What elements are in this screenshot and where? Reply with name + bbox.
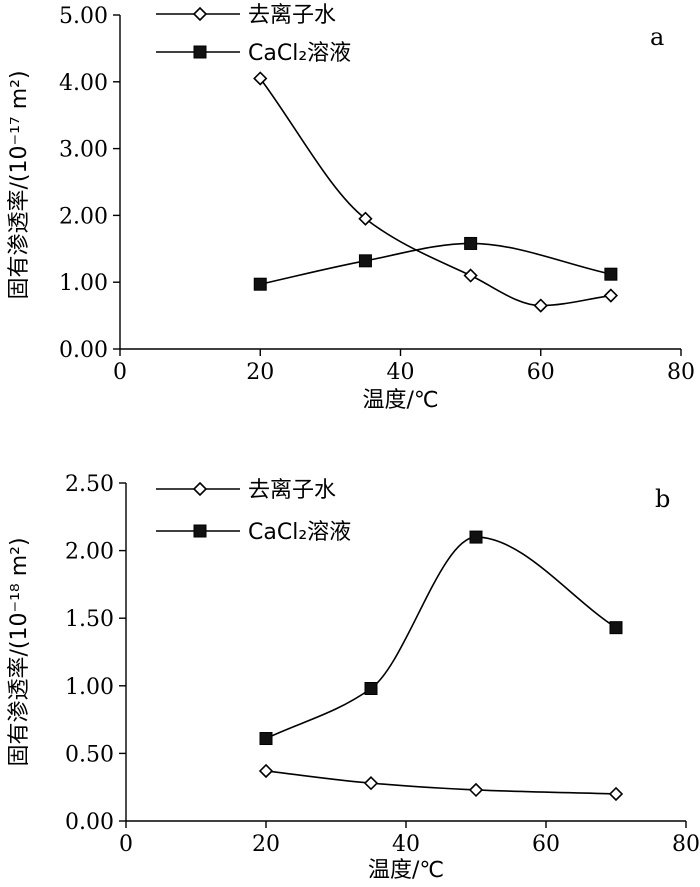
y-tick-label: 0.00 — [65, 810, 114, 835]
x-tick-label: 80 — [672, 832, 700, 857]
y-tick-label: 1.00 — [59, 271, 108, 296]
data-point-diamond — [358, 211, 373, 226]
legend-label: CaCl₂溶液 — [248, 41, 351, 66]
y-tick-label: 0.50 — [65, 742, 114, 767]
panel-label: b — [655, 485, 670, 513]
legend-square-marker — [193, 45, 207, 59]
data-point-diamond — [463, 268, 478, 283]
y-tick-label: 4.00 — [59, 71, 108, 96]
legend-label: CaCl₂溶液 — [248, 520, 351, 545]
chart-panel-b: 0.00 0.50 1.00 1.50 2.00 2.50 0 20 40 60 80 温度/℃ 固有渗… — [7, 472, 700, 883]
series-line — [259, 77, 611, 307]
y-tick-label: 3.00 — [59, 138, 108, 163]
legend-label: 去离子水 — [248, 478, 336, 503]
data-point-square — [259, 732, 273, 746]
data-point-square — [364, 682, 378, 696]
data-point-square — [253, 277, 267, 291]
series-cacl2-solution — [259, 530, 623, 746]
series-deionized-water — [253, 71, 619, 313]
legend-entry: 去离子水 — [156, 478, 336, 503]
data-point-diamond — [468, 782, 484, 798]
legend-entry: CaCl₂溶液 — [156, 520, 351, 545]
panel-label: a — [650, 23, 664, 51]
x-tick-label: 60 — [527, 360, 555, 385]
data-point-square — [609, 621, 623, 635]
data-point-diamond — [258, 763, 274, 779]
data-point-square — [604, 267, 618, 281]
legend-square-marker — [193, 524, 207, 538]
x-tick-label: 40 — [387, 360, 415, 385]
chart-panel-a: 0.00 1.00 2.00 3.00 4.00 5.00 0 20 40 60 80 温度/℃ 固有渗… — [7, 3, 695, 413]
x-axis-title: 温度/℃ — [368, 858, 444, 883]
data-point-diamond — [253, 71, 268, 86]
legend-diamond-marker — [192, 6, 208, 22]
data-point-diamond — [363, 776, 379, 791]
data-point-square — [469, 530, 483, 544]
y-tick-label: 5.00 — [59, 4, 108, 29]
legend-label: 去离子水 — [248, 3, 336, 28]
y-tick-label: 1.00 — [65, 675, 114, 700]
data-point-square — [358, 254, 372, 268]
legend-diamond-marker — [192, 481, 208, 497]
series-line — [260, 242, 612, 285]
data-point-diamond — [603, 288, 619, 303]
y-axis-title: 固有渗透率/(10⁻¹⁷ m²) — [7, 70, 32, 299]
data-point-square — [464, 236, 478, 250]
x-tick-label: 20 — [246, 360, 274, 385]
series-line — [265, 770, 617, 795]
y-tick-label: 2.00 — [65, 540, 114, 565]
series-line — [265, 536, 617, 740]
x-tick-label: 40 — [392, 832, 420, 857]
y-tick-label: 2.50 — [65, 472, 114, 497]
legend-entry: CaCl₂溶液 — [156, 41, 351, 66]
series-cacl2-solution — [253, 236, 618, 291]
series-deionized-water — [258, 763, 624, 802]
x-tick-label: 80 — [667, 360, 695, 385]
x-tick-label: 0 — [119, 832, 133, 857]
data-point-diamond — [608, 786, 624, 802]
y-tick-label: 2.00 — [59, 204, 108, 229]
data-point-diamond — [533, 298, 548, 313]
y-axis-title: 固有渗透率/(10⁻¹⁸ m²) — [7, 537, 32, 766]
legend-entry: 去离子水 — [156, 3, 336, 28]
x-tick-label: 60 — [532, 832, 560, 857]
x-tick-label: 20 — [252, 832, 280, 857]
x-tick-label: 0 — [113, 360, 127, 385]
y-tick-label: 1.50 — [65, 607, 114, 632]
x-axis-title: 温度/℃ — [362, 388, 438, 413]
y-tick-label: 0.00 — [59, 338, 108, 363]
